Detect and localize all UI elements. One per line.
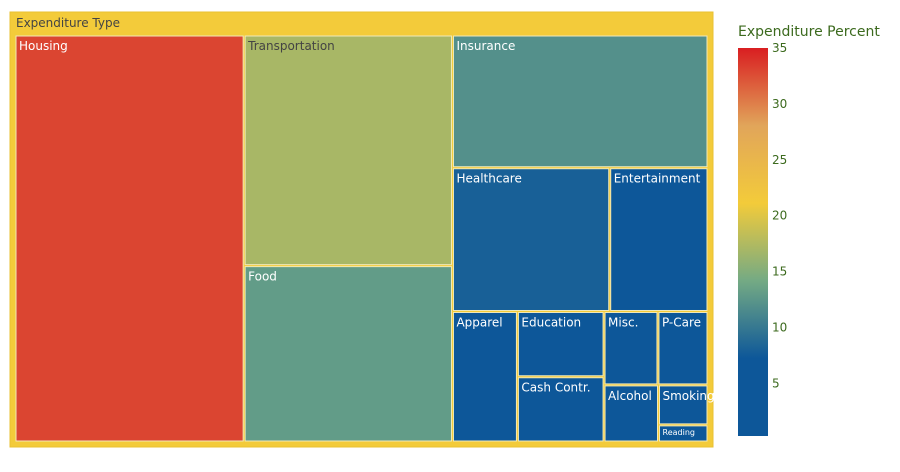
tile-smoking[interactable]: Smoking [659, 385, 715, 425]
tile-label-housing: Housing [19, 39, 68, 53]
tile-rect-smoking[interactable] [659, 385, 708, 425]
tile-p-care[interactable]: P-Care [658, 311, 708, 385]
tile-label-misc: Misc. [608, 315, 638, 329]
tile-rect-food[interactable] [244, 266, 452, 442]
tile-rect-cash-contr[interactable] [517, 377, 604, 442]
tile-apparel[interactable]: Apparel [452, 311, 517, 442]
tile-label-cash-contr: Cash Contr. [521, 381, 590, 395]
colorbar-tick-5: 5 [772, 376, 780, 390]
colorbar-tick-35: 35 [772, 41, 787, 55]
tile-rect-misc[interactable] [604, 311, 658, 385]
tile-reading[interactable]: Reading [659, 425, 708, 442]
tile-label-education: Education [521, 315, 581, 329]
colorbar: Expenditure Percent 5 10 15 20 25 30 35 [738, 24, 880, 436]
tile-label-food: Food [248, 270, 277, 284]
tile-cash-contr[interactable]: Cash Contr. [517, 377, 604, 442]
tile-label-entertainment: Entertainment [614, 172, 701, 186]
tile-rect-transportation[interactable] [244, 35, 452, 266]
tile-rect-healthcare[interactable] [452, 168, 610, 311]
colorbar-tick-20: 20 [772, 209, 787, 223]
treemap-tiles: Expenditure Type Housing Transportation Foo… [9, 11, 715, 448]
colorbar-tick-30: 30 [772, 97, 787, 111]
tile-label-transportation: Transportation [247, 39, 335, 53]
colorbar-title: Expenditure Percent [738, 24, 880, 40]
tile-misc[interactable]: Misc. [604, 311, 658, 385]
tile-label-insurance: Insurance [456, 39, 515, 53]
tile-rect-p-care[interactable] [658, 311, 708, 385]
tile-healthcare[interactable]: Healthcare [452, 168, 610, 311]
tile-rect-apparel[interactable] [452, 311, 517, 442]
tile-label-smoking: Smoking [663, 389, 715, 403]
tile-transportation[interactable]: Transportation [244, 35, 452, 266]
tile-label-p-care: P-Care [662, 315, 701, 329]
tile-label-reading: Reading [663, 428, 695, 437]
tile-rect-alcohol[interactable] [604, 385, 659, 442]
tile-education[interactable]: Education [517, 311, 604, 377]
colorbar-tick-25: 25 [772, 153, 787, 167]
tile-label-healthcare: Healthcare [456, 172, 521, 186]
tile-label-apparel: Apparel [456, 315, 502, 329]
tile-rect-insurance[interactable] [452, 35, 708, 168]
treemap-root-label: Expenditure Type [16, 16, 120, 30]
tile-insurance[interactable]: Insurance [452, 35, 708, 168]
tile-rect-reading[interactable] [659, 425, 708, 442]
tile-rect-entertainment[interactable] [610, 168, 708, 311]
colorbar-tick-15: 15 [772, 265, 787, 279]
tile-rect-housing[interactable] [15, 35, 244, 442]
tile-food[interactable]: Food [244, 266, 452, 442]
tile-rect-education[interactable] [517, 311, 604, 377]
colorbar-tick-10: 10 [772, 321, 787, 335]
tile-housing[interactable]: Housing [15, 35, 244, 442]
tile-alcohol[interactable]: Alcohol [604, 385, 659, 442]
colorbar-gradient [738, 48, 768, 436]
tile-entertainment[interactable]: Entertainment [610, 168, 708, 311]
tile-label-alcohol: Alcohol [608, 389, 652, 403]
